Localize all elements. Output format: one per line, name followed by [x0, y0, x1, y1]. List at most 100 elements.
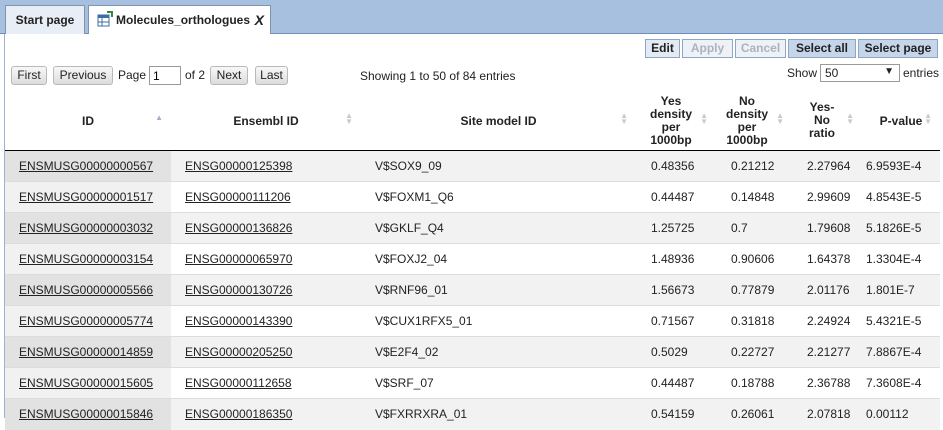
no-density-cell: 0.7 [716, 212, 792, 244]
ensembl-id-cell[interactable]: ENSG00000205250 [171, 336, 361, 368]
tab-start-page[interactable]: Start page [5, 5, 85, 34]
table-row[interactable]: ENSMUSG00000014859 ENSG00000205250 V$E2F4_… [5, 336, 940, 368]
previous-page-button[interactable]: Previous [53, 66, 113, 85]
tab-label: Molecules_orthologues [116, 13, 251, 27]
id-cell[interactable]: ENSMUSG00000003154 [5, 243, 171, 275]
table-row[interactable]: ENSMUSG00000015846 ENSG00000186350 V$FXRRX… [5, 398, 940, 430]
page-length-value: 50 [825, 66, 839, 80]
site-model-cell: V$GKLF_Q4 [361, 212, 636, 244]
no-density-cell: 0.22727 [716, 336, 792, 368]
no-density-cell: 0.14848 [716, 181, 792, 213]
last-page-button[interactable]: Last [255, 66, 288, 85]
id-cell[interactable]: ENSMUSG00000015605 [5, 367, 171, 399]
id-cell[interactable]: ENSMUSG00000000567 [5, 150, 171, 182]
column-header-ensembl-id[interactable]: Ensembl ID ▲ ▼ [171, 91, 361, 151]
ratio-cell: 2.27964 [792, 150, 862, 182]
edit-button[interactable]: Edit [645, 39, 680, 58]
ensembl-id-link[interactable]: ENSG00000111206 [185, 190, 291, 204]
id-cell[interactable]: ENSMUSG00000001517 [5, 181, 171, 213]
ensembl-id-link[interactable]: ENSG00000112658 [185, 376, 292, 390]
close-icon[interactable]: X [254, 12, 264, 28]
table-row[interactable]: ENSMUSG00000000567 ENSG00000125398 V$SOX9_… [5, 150, 940, 182]
ensembl-id-link[interactable]: ENSG00000186350 [185, 407, 293, 422]
id-link[interactable]: ENSMUSG00000014859 [19, 345, 154, 359]
site-model-cell: V$CUX1RFX5_01 [361, 305, 636, 337]
orthologues-table: ID ▲ Ensembl ID ▲ ▼ Site model ID ▲ ▼ Yes den… [5, 91, 940, 430]
ensembl-id-link[interactable]: ENSG00000136826 [185, 221, 293, 235]
id-cell[interactable]: ENSMUSG00000005774 [5, 305, 171, 337]
p-value-cell: 1.3304E-4 [862, 243, 940, 275]
ensembl-id-cell[interactable]: ENSG00000112658 [171, 367, 361, 399]
column-header-id[interactable]: ID ▲ [5, 91, 171, 151]
sort-icon: ▲ ▼ [846, 111, 854, 126]
p-value-cell: 5.1826E-5 [862, 212, 940, 244]
id-link[interactable]: ENSMUSG00000001517 [19, 190, 154, 204]
site-model-cell: V$RNF96_01 [361, 274, 636, 306]
ensembl-id-link[interactable]: ENSG00000065970 [185, 252, 293, 266]
ensembl-id-cell[interactable]: ENSG00000186350 [171, 398, 361, 430]
site-model-cell: V$SOX9_09 [361, 150, 636, 182]
column-header-ratio[interactable]: Yes-No ratio ▲ ▼ [792, 91, 862, 151]
column-header-yes-density[interactable]: Yes density per 1000bp ▲ ▼ [636, 91, 716, 151]
table-row[interactable]: ENSMUSG00000005566 ENSG00000130726 V$RNF96… [5, 274, 940, 306]
id-link[interactable]: ENSMUSG00000015605 [19, 376, 154, 390]
column-header-site-model-id[interactable]: Site model ID ▲ ▼ [361, 91, 636, 151]
ratio-cell: 2.36788 [792, 367, 862, 399]
sort-icon: ▲ ▼ [776, 111, 784, 126]
page-number-input[interactable] [149, 66, 181, 85]
column-header-p-value[interactable]: P-value ▲ ▼ [862, 91, 940, 151]
yes-density-cell: 1.48936 [636, 243, 716, 275]
ensembl-id-cell[interactable]: ENSG00000111206 [171, 181, 361, 213]
ratio-cell: 2.01176 [792, 274, 862, 306]
table-row[interactable]: ENSMUSG00000001517 ENSG00000111206 V$FOXM1… [5, 181, 940, 213]
id-link[interactable]: ENSMUSG00000000567 [19, 159, 154, 173]
cancel-button[interactable]: Cancel [735, 39, 786, 58]
ensembl-id-link[interactable]: ENSG00000125398 [185, 159, 293, 173]
id-cell[interactable]: ENSMUSG00000014859 [5, 336, 171, 368]
ratio-cell: 2.07818 [792, 398, 862, 430]
id-cell[interactable]: ENSMUSG00000003032 [5, 212, 171, 244]
table-row[interactable]: ENSMUSG00000015605 ENSG00000112658 V$SRF_0… [5, 367, 940, 399]
no-density-cell: 0.31818 [716, 305, 792, 337]
p-value-cell: 1.801E-7 [862, 274, 940, 306]
p-value-cell: 7.3608E-4 [862, 367, 940, 399]
sort-icon: ▲ ▼ [700, 111, 708, 126]
select-page-button[interactable]: Select page [858, 39, 938, 58]
table-row[interactable]: ENSMUSG00000005774 ENSG00000143390 V$CUX1R… [5, 305, 940, 337]
select-all-button[interactable]: Select all [788, 39, 856, 58]
ensembl-id-link[interactable]: ENSG00000143390 [185, 314, 293, 328]
ensembl-id-cell[interactable]: ENSG00000125398 [171, 150, 361, 182]
ensembl-id-cell[interactable]: ENSG00000136826 [171, 212, 361, 244]
yes-density-cell: 0.5029 [636, 336, 716, 368]
page-length-select[interactable]: 50 ▼ [820, 64, 900, 82]
table-header-row: ID ▲ Ensembl ID ▲ ▼ Site model ID ▲ ▼ Yes den… [5, 91, 940, 151]
id-link[interactable]: ENSMUSG00000015846 [19, 407, 154, 422]
id-link[interactable]: ENSMUSG00000005566 [19, 283, 154, 297]
ensembl-id-cell[interactable]: ENSG00000143390 [171, 305, 361, 337]
table-row[interactable]: ENSMUSG00000003154 ENSG00000065970 V$FOXJ2… [5, 243, 940, 275]
no-density-cell: 0.18788 [716, 367, 792, 399]
sort-asc-icon: ▲ [155, 113, 163, 122]
ratio-cell: 1.79608 [792, 212, 862, 244]
id-cell[interactable]: ENSMUSG00000015846 [5, 398, 171, 430]
id-link[interactable]: ENSMUSG00000005774 [19, 314, 154, 328]
table-row[interactable]: ENSMUSG00000003032 ENSG00000136826 V$GKLF_… [5, 212, 940, 244]
yes-density-cell: 0.71567 [636, 305, 716, 337]
tab-molecules-orthologues[interactable]: Molecules_orthologues X [88, 5, 271, 34]
first-page-button[interactable]: First [11, 66, 47, 85]
yes-density-cell: 0.48356 [636, 150, 716, 182]
sort-icon: ▲ ▼ [924, 111, 932, 126]
ensembl-id-cell[interactable]: ENSG00000130726 [171, 274, 361, 306]
ratio-cell: 2.24924 [792, 305, 862, 337]
apply-button[interactable]: Apply [682, 39, 733, 58]
ensembl-id-link[interactable]: ENSG00000130726 [185, 283, 293, 297]
id-cell[interactable]: ENSMUSG00000005566 [5, 274, 171, 306]
next-page-button[interactable]: Next [210, 66, 248, 85]
no-density-cell: 0.26061 [716, 398, 792, 430]
ensembl-id-cell[interactable]: ENSG00000065970 [171, 243, 361, 275]
yes-density-cell: 0.54159 [636, 398, 716, 430]
ensembl-id-link[interactable]: ENSG00000205250 [185, 345, 293, 359]
column-header-no-density[interactable]: No density per 1000bp ▲ ▼ [716, 91, 792, 151]
id-link[interactable]: ENSMUSG00000003154 [19, 252, 154, 266]
id-link[interactable]: ENSMUSG00000003032 [19, 221, 154, 235]
